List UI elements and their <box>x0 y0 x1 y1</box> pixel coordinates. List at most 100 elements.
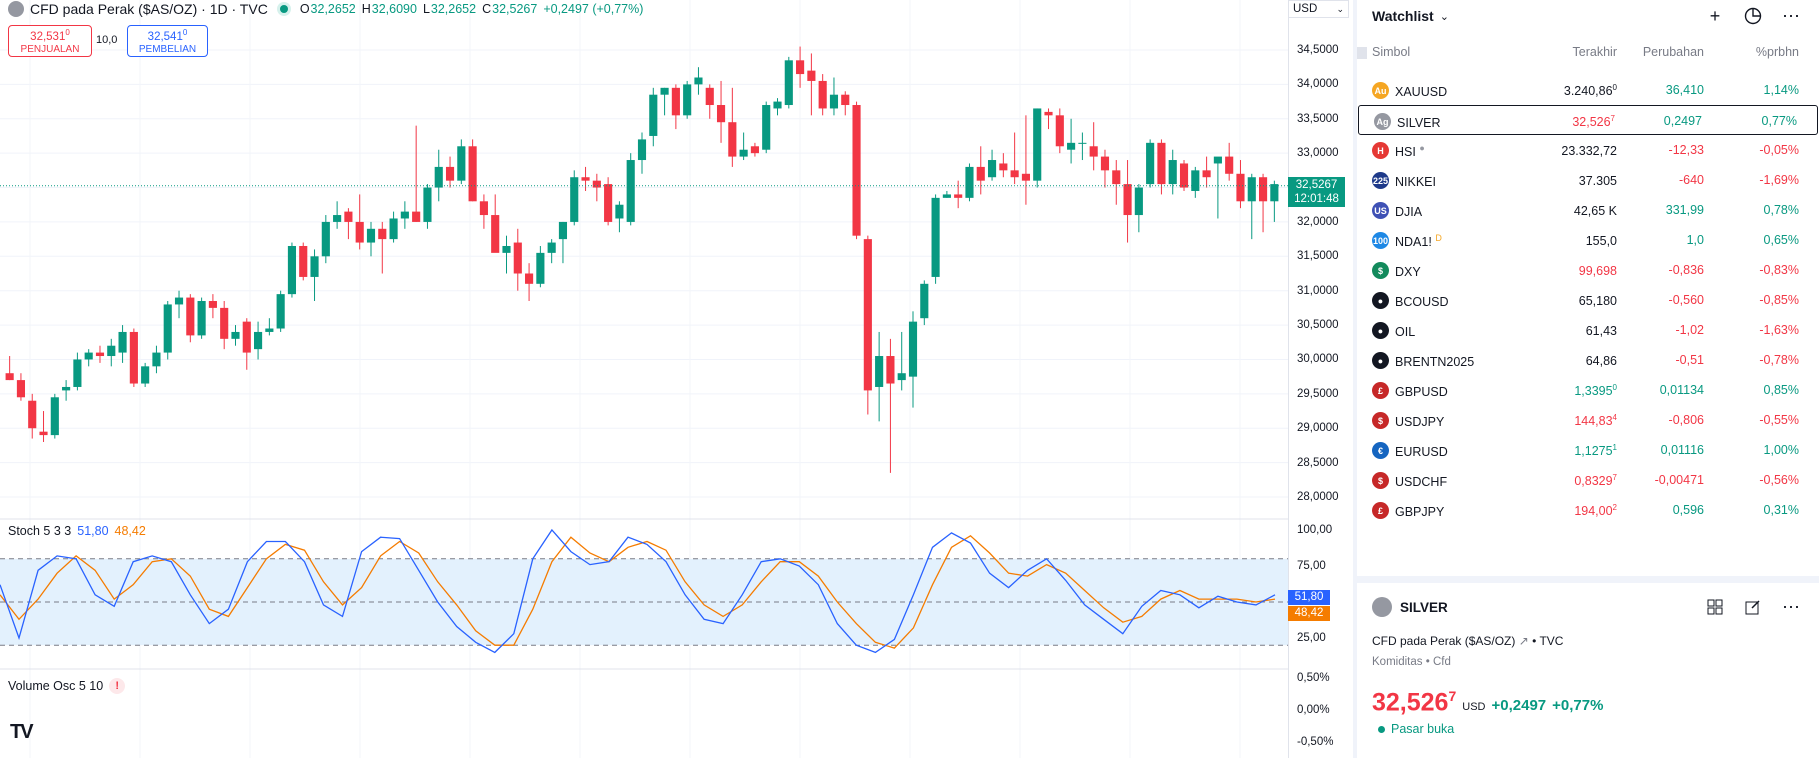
watchlist-row[interactable]: £ GBPJPY 194,002 0,596 0,31% <box>1357 495 1819 525</box>
candle-body <box>310 256 319 277</box>
symbol-logo-icon: £ <box>1372 502 1389 519</box>
candle-body <box>536 252 545 284</box>
volume-osc-legend[interactable]: Volume Osc 5 10 ! <box>8 678 126 694</box>
ohlc-high: 32,6090 <box>371 2 417 16</box>
col-last[interactable]: Terakhir <box>1572 45 1617 59</box>
watchlist-row[interactable]: $ DXY 99,698 -0,836 -0,83% <box>1357 255 1819 285</box>
chart-symbol-title[interactable]: CFD pada Perak ($AS/OZ) · 1D · TVC <box>30 1 268 17</box>
candle-body <box>457 146 466 181</box>
candle-body <box>1270 184 1279 202</box>
tradingview-logo[interactable]: TV <box>10 721 34 743</box>
currency-select[interactable]: USD ⌄ <box>1288 0 1349 18</box>
candle-body <box>378 228 387 240</box>
candle-body <box>1055 115 1064 147</box>
watchlist-row[interactable]: ● BCOUSD 65,180 -0,560 -0,85% <box>1357 285 1819 315</box>
symbol-logo-icon: ● <box>1372 352 1389 369</box>
row-last-value: 37.305 <box>1578 174 1617 189</box>
stoch-d-line <box>0 534 1276 649</box>
watchlist-row[interactable]: Au XAUUSD 3.240,860 36,410 1,14% <box>1357 75 1819 105</box>
candle-body <box>73 359 82 387</box>
details-symbol[interactable]: SILVER <box>1400 599 1448 615</box>
candle-body <box>908 321 918 377</box>
symbol-logo-icon: £ <box>1372 382 1389 399</box>
row-last-value: 99,698 <box>1578 264 1617 279</box>
candle-body <box>750 146 759 154</box>
pie-chart-icon[interactable] <box>1741 4 1765 28</box>
symbol-logo-icon: $ <box>1372 412 1389 429</box>
candle-body <box>333 215 342 222</box>
watchlist-row[interactable]: $ USDCHF 0,83297 -0,00471 -0,56% <box>1357 465 1819 495</box>
row-symbol-text: SILVER <box>1397 116 1441 131</box>
add-symbol-icon[interactable]: + <box>1709 5 1721 26</box>
row-change: 1,0 <box>1686 233 1704 247</box>
stoch-legend[interactable]: Stoch 5 3 3 51,80 48,42 <box>8 524 146 538</box>
watchlist-title[interactable]: Watchlist <box>1372 8 1434 24</box>
row-last-value: 1,1275 <box>1574 444 1613 459</box>
sell-button[interactable]: 32,5310 PENJUALAN <box>8 25 92 57</box>
row-change: -0,51 <box>1675 353 1705 367</box>
grid-icon[interactable] <box>1703 595 1727 619</box>
watchlist-row[interactable]: 225 NIKKEI 37.305 -640 -1,69% <box>1357 165 1819 195</box>
col-symbol[interactable]: Simbol <box>1372 45 1411 59</box>
stoch-title: Stoch 5 3 3 <box>8 524 72 538</box>
col-drag-handle-icon[interactable] <box>1357 47 1367 59</box>
watchlist-row[interactable]: $ USDJPY 144,834 -0,806 -0,55% <box>1357 405 1819 435</box>
watchlist-row[interactable]: Ag SILVER 32,5267 0,2497 0,77% <box>1358 105 1818 135</box>
chart-canvas[interactable] <box>0 0 1288 758</box>
symbol-logo-icon: 100 <box>1372 232 1389 249</box>
panel-divider[interactable] <box>1353 0 1357 758</box>
candle-body <box>773 101 782 109</box>
warning-icon[interactable]: ! <box>109 678 126 694</box>
spread-value: 10,0 <box>96 34 118 46</box>
candle-body <box>1179 163 1189 188</box>
watchlist-row[interactable]: ● BRENTN2025 64,86 -0,51 -0,78% <box>1357 345 1819 375</box>
more-icon[interactable]: ⋯ <box>1782 596 1800 617</box>
more-icon[interactable]: ⋯ <box>1782 5 1800 26</box>
row-last: 64,86 <box>1586 353 1617 368</box>
watchlist-row[interactable]: ● OIL 61,43 -1,02 -1,63% <box>1357 315 1819 345</box>
watchlist-row[interactable]: 100 NDA1! D 155,0 1,0 0,65% <box>1357 225 1819 255</box>
candle-body <box>931 197 940 277</box>
col-change-pct[interactable]: %prbhn <box>1755 45 1799 59</box>
row-change: 0,596 <box>1672 503 1704 517</box>
candle-body <box>965 166 974 198</box>
row-symbol-text: GBPUSD <box>1395 385 1448 400</box>
details-price-block: 32,5267 USD +0,2497 +0,77% <box>1372 688 1603 717</box>
watchlist-header[interactable]: Watchlist ⌄ <box>1372 0 1449 32</box>
candle-body <box>637 139 647 161</box>
buy-button[interactable]: 32,5410 PEMBELIAN <box>127 25 208 57</box>
row-last-value: 32,526 <box>1572 115 1611 130</box>
candle-body <box>1168 160 1177 185</box>
chart-area[interactable] <box>0 0 1353 758</box>
watchlist-panel <box>1357 0 1819 576</box>
row-last: 1,33950 <box>1574 383 1617 398</box>
price-tick-label: 31,5000 <box>1297 250 1339 263</box>
watchlist-row[interactable]: US DJIA 42,65 K 331,99 0,78% <box>1357 195 1819 225</box>
watchlist-row[interactable]: H HSI ● 23.332,72 -12,33 -0,05% <box>1357 135 1819 165</box>
col-change[interactable]: Perubahan <box>1642 45 1704 59</box>
last-price-badge: 32,5267 12:01:48 <box>1288 177 1345 207</box>
symbol-logo-icon: US <box>1372 202 1389 219</box>
candle-body <box>1225 156 1234 174</box>
row-last-sup: 7 <box>1610 114 1615 123</box>
candle-body <box>671 87 680 116</box>
chevron-down-icon[interactable]: ⌄ <box>1439 10 1449 23</box>
row-symbol-text: USDJPY <box>1395 415 1445 430</box>
row-symbol-text: BRENTN2025 <box>1395 355 1475 370</box>
price-tick-label: 32,0000 <box>1297 215 1339 228</box>
candle-body <box>231 331 240 339</box>
edit-icon[interactable] <box>1741 595 1765 619</box>
row-symbol: NDA1! D <box>1395 233 1442 249</box>
ohlc-change: +0,2497 (+0,77%) <box>543 2 644 16</box>
row-change-pct: -0,78% <box>1759 353 1799 367</box>
price-axis[interactable]: 34,500034,000033,500033,000032,500032,00… <box>1288 0 1354 758</box>
details-divider[interactable] <box>1357 576 1819 583</box>
watchlist-row[interactable]: £ GBPUSD 1,33950 0,01134 0,85% <box>1357 375 1819 405</box>
candle-body <box>220 307 229 339</box>
external-link-icon[interactable]: ↗ <box>1518 634 1533 648</box>
candle-body <box>434 166 443 188</box>
volume-tick-label: -0,50% <box>1297 736 1334 748</box>
price-tick-label: 30,5000 <box>1297 319 1339 332</box>
row-last: 155,0 <box>1586 233 1617 248</box>
watchlist-row[interactable]: € EURUSD 1,12751 0,01116 1,00% <box>1357 435 1819 465</box>
